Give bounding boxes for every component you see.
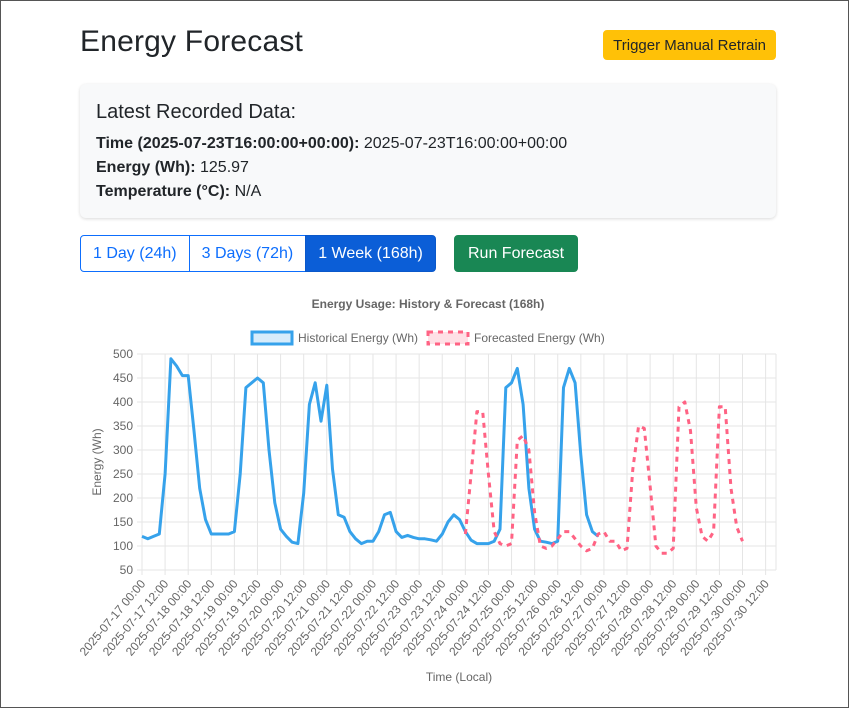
y-tick-label: 350: [113, 419, 133, 433]
range-3-days-button[interactable]: 3 Days (72h): [188, 235, 307, 272]
latest-energy-row: Energy (Wh): 125.97: [96, 156, 760, 180]
y-axis-ticks: 50 100 150 200 250 300 350 400 450 500: [113, 347, 133, 577]
latest-time-value: 2025-07-23T16:00:00+00:00: [363, 135, 568, 152]
range-1-day-button[interactable]: 1 Day (24h): [80, 235, 190, 272]
y-tick-label: 50: [120, 563, 134, 577]
run-forecast-button[interactable]: Run Forecast: [454, 235, 579, 272]
latest-data-card: Latest Recorded Data: Time (2025-07-23T1…: [80, 84, 776, 218]
header: Energy Forecast Trigger Manual Retrain: [80, 25, 776, 65]
legend-historical-swatch[interactable]: [250, 330, 294, 346]
historical-energy-line: [141, 357, 600, 546]
x-axis-label: Time (Local): [426, 670, 492, 684]
range-button-group: 1 Day (24h) 3 Days (72h) 1 Week (168h): [80, 235, 436, 272]
latest-temperature-row: Temperature (°C): N/A: [96, 180, 760, 204]
legend-historical-label[interactable]: Historical Energy (Wh): [298, 331, 418, 345]
chart-legend: Historical Energy (Wh) Forecasted Energy…: [250, 330, 605, 346]
trigger-retrain-button[interactable]: Trigger Manual Retrain: [603, 30, 776, 60]
y-tick-label: 250: [113, 467, 133, 481]
latest-energy-label: Energy (Wh):: [96, 159, 196, 176]
chart-title: Energy Usage: History & Forecast (168h): [312, 297, 545, 311]
y-tick-label: 150: [113, 515, 133, 529]
range-1-week-button[interactable]: 1 Week (168h): [305, 235, 436, 272]
latest-time-row: Time (2025-07-23T16:00:00+00:00): 2025-0…: [96, 132, 760, 156]
legend-forecast-swatch[interactable]: [426, 330, 470, 346]
y-tick-label: 450: [113, 371, 133, 385]
y-axis-label: Energy (Wh): [90, 428, 104, 495]
y-tick-label: 300: [113, 443, 133, 457]
y-tick-label: 200: [113, 491, 133, 505]
y-tick-label: 100: [113, 539, 133, 553]
latest-temperature-value: N/A: [234, 183, 262, 200]
latest-energy-value: 125.97: [200, 159, 249, 176]
chart-series: [141, 357, 744, 555]
latest-time-label: Time (2025-07-23T16:00:00+00:00):: [96, 135, 360, 152]
y-tick-label: 500: [113, 347, 133, 361]
page-title: Energy Forecast: [80, 25, 304, 58]
y-tick-label: 400: [113, 395, 133, 409]
legend-forecast-label[interactable]: Forecasted Energy (Wh): [474, 331, 605, 345]
latest-temperature-label: Temperature (°C):: [96, 183, 231, 200]
chart-grid: [137, 353, 777, 575]
latest-data-heading: Latest Recorded Data:: [96, 101, 297, 123]
